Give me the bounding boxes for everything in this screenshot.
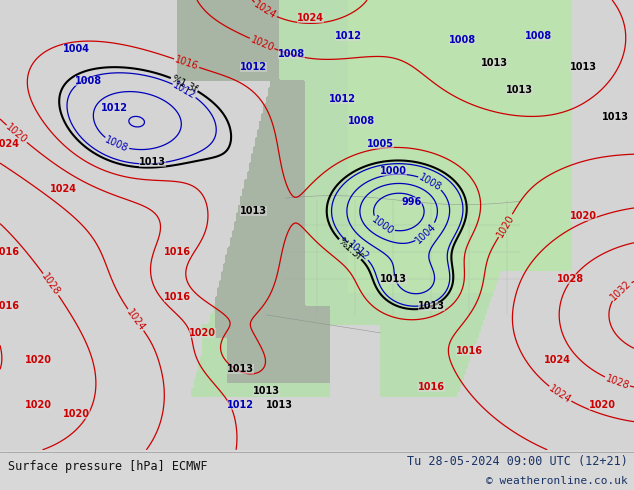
Text: 1013: 1013: [266, 400, 292, 410]
Text: 1016: 1016: [418, 382, 444, 392]
Text: 1016: 1016: [173, 54, 200, 72]
Text: 1016: 1016: [0, 247, 20, 257]
Text: 1013: 1013: [507, 85, 533, 95]
Text: 1016: 1016: [164, 292, 191, 302]
Text: 1028: 1028: [40, 271, 62, 297]
Text: 1004: 1004: [414, 221, 439, 245]
Text: 1008: 1008: [75, 76, 102, 86]
Text: 1008: 1008: [450, 35, 476, 46]
Text: 1000: 1000: [380, 166, 406, 176]
Text: 1012: 1012: [329, 94, 356, 104]
Text: 1020: 1020: [25, 355, 51, 365]
Text: 1020: 1020: [25, 400, 51, 410]
Text: 1013: 1013: [240, 206, 267, 217]
Text: 1020: 1020: [63, 409, 89, 419]
Text: Tu 28-05-2024 09:00 UTC (12+21): Tu 28-05-2024 09:00 UTC (12+21): [407, 455, 628, 467]
Text: 1024: 1024: [297, 13, 324, 23]
Text: 1012: 1012: [346, 240, 371, 263]
Text: 1013: 1013: [139, 157, 165, 167]
Text: 1024: 1024: [547, 383, 573, 405]
Text: 1013: 1013: [228, 364, 254, 374]
Text: 1020: 1020: [495, 213, 516, 239]
Text: 1008: 1008: [526, 31, 552, 41]
Text: 1012: 1012: [335, 31, 362, 41]
Text: 1016: 1016: [164, 247, 191, 257]
Text: %1.3f: %1.3f: [336, 237, 363, 263]
Text: 1024: 1024: [545, 355, 571, 365]
Text: 1013: 1013: [418, 301, 444, 311]
Text: 1020: 1020: [589, 400, 616, 410]
Text: 1016: 1016: [0, 301, 20, 311]
Text: 1008: 1008: [417, 172, 444, 193]
Text: © weatheronline.co.uk: © weatheronline.co.uk: [486, 476, 628, 486]
Text: 1013: 1013: [253, 386, 280, 396]
Text: 1012: 1012: [171, 80, 198, 100]
Text: 1013: 1013: [380, 274, 406, 284]
Text: 1024: 1024: [50, 184, 77, 194]
Text: 1020: 1020: [4, 122, 29, 146]
Text: 1008: 1008: [103, 135, 130, 154]
Text: 1012: 1012: [101, 103, 127, 113]
Text: 996: 996: [402, 197, 422, 207]
Text: 1012: 1012: [228, 400, 254, 410]
Text: 1005: 1005: [367, 139, 394, 149]
Text: 1013: 1013: [481, 58, 508, 68]
Text: 1032: 1032: [608, 278, 633, 302]
Text: 1024: 1024: [252, 0, 278, 21]
Text: Surface pressure [hPa] ECMWF: Surface pressure [hPa] ECMWF: [8, 460, 207, 473]
Text: 1020: 1020: [249, 34, 275, 53]
Text: 1008: 1008: [278, 49, 305, 59]
Text: 1020: 1020: [190, 328, 216, 338]
Text: 1004: 1004: [63, 45, 89, 54]
Text: 1020: 1020: [570, 211, 597, 221]
Text: %1.3f: %1.3f: [170, 74, 199, 95]
Text: 1016: 1016: [456, 346, 482, 356]
Text: 1028: 1028: [557, 274, 584, 284]
Text: 1012: 1012: [240, 62, 267, 73]
Text: 1000: 1000: [370, 215, 396, 237]
Text: 1024: 1024: [0, 139, 20, 149]
Text: 1013: 1013: [570, 62, 597, 73]
Text: 1028: 1028: [604, 373, 630, 391]
Text: 1008: 1008: [348, 117, 375, 126]
Text: 1013: 1013: [602, 112, 628, 122]
Text: 1024: 1024: [124, 307, 147, 333]
